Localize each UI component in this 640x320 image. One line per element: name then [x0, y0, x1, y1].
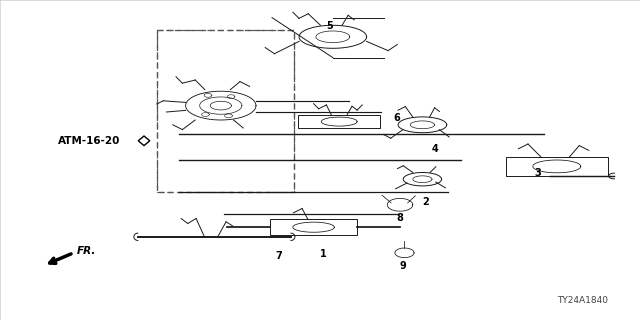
Text: 8: 8 [397, 212, 403, 223]
Text: 7: 7 [275, 251, 282, 261]
Text: TY24A1840: TY24A1840 [557, 296, 608, 305]
Text: ATM-16-20: ATM-16-20 [58, 136, 120, 146]
Text: 3: 3 [534, 168, 541, 178]
Text: 4: 4 [432, 144, 438, 154]
Bar [298, 115, 380, 128]
Bar [157, 30, 294, 192]
Bar [270, 219, 357, 235]
Bar [506, 157, 608, 176]
Text: 6: 6 [394, 113, 400, 124]
Text: 2: 2 [422, 196, 429, 207]
Text: FR.: FR. [77, 246, 96, 256]
Text: 1: 1 [320, 249, 326, 260]
Bar [157, 30, 294, 192]
Text: 9: 9 [400, 260, 406, 271]
Text: 5: 5 [326, 20, 333, 31]
